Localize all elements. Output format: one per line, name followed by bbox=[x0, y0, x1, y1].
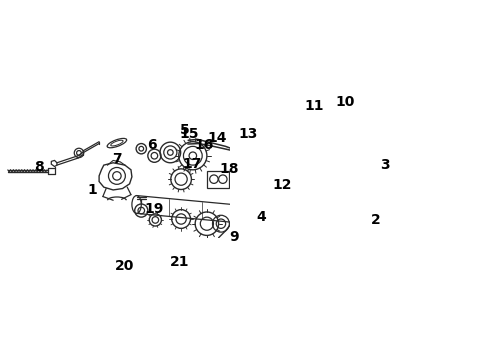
Text: 10: 10 bbox=[335, 95, 355, 109]
Text: 1: 1 bbox=[87, 183, 97, 197]
Text: 18: 18 bbox=[219, 162, 239, 176]
Bar bbox=[337, 184, 368, 233]
Text: 4: 4 bbox=[255, 210, 265, 224]
Text: 3: 3 bbox=[379, 158, 389, 172]
Text: 2: 2 bbox=[370, 213, 380, 228]
Text: 17: 17 bbox=[182, 157, 201, 171]
Text: 12: 12 bbox=[271, 178, 291, 192]
Text: 19: 19 bbox=[144, 202, 163, 216]
Bar bbox=[349, 156, 376, 183]
Text: 8: 8 bbox=[34, 159, 44, 174]
Text: 5: 5 bbox=[179, 123, 189, 137]
Text: 13: 13 bbox=[238, 127, 257, 141]
Text: 9: 9 bbox=[229, 230, 238, 244]
Text: 20: 20 bbox=[115, 259, 134, 273]
Text: 21: 21 bbox=[169, 255, 188, 269]
Text: 16: 16 bbox=[194, 138, 213, 152]
Text: 15: 15 bbox=[179, 127, 199, 141]
Text: 11: 11 bbox=[304, 99, 323, 113]
Text: 14: 14 bbox=[207, 131, 227, 145]
Text: 6: 6 bbox=[146, 138, 156, 152]
Bar bbox=[206, 171, 229, 188]
Text: 7: 7 bbox=[112, 152, 122, 166]
